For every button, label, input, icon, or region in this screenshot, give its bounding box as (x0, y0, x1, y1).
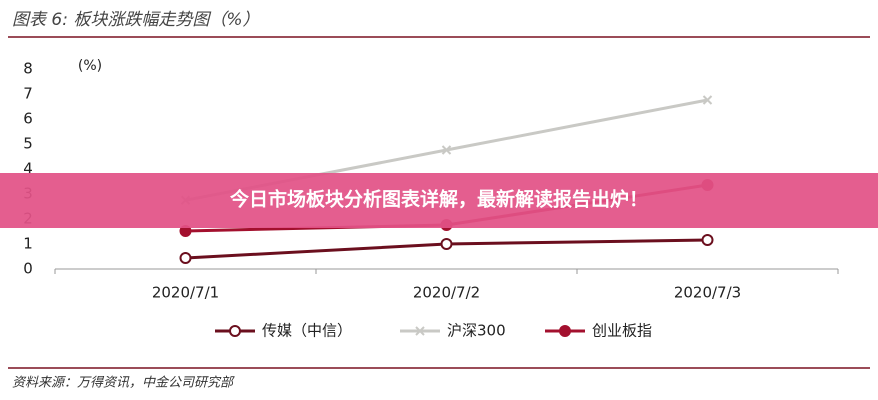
legend-marker (559, 325, 571, 337)
marker (441, 145, 452, 155)
x-tick-label: 2020/7/1 (152, 284, 219, 302)
x-tick-label: 2020/7/3 (674, 284, 741, 302)
y-tick-label: 4 (23, 160, 33, 178)
y-axis-label: (%) (78, 58, 102, 74)
y-tick-label: 6 (23, 110, 33, 128)
legend-label: 创业板指 (592, 322, 652, 340)
chart-title: 图表 6: 板块涨跌幅走势图（%） (12, 10, 260, 30)
banner-text: 今日市场板块分析图表详解，最新解读报告出炉！ (229, 188, 648, 211)
y-tick-label: 7 (23, 85, 33, 103)
y-tick-label: 5 (23, 135, 33, 153)
banner-bg (0, 173, 878, 228)
marker (701, 234, 714, 246)
marker (440, 238, 453, 250)
source: 资料来源：万得资讯，中金公司研究部 (12, 375, 235, 391)
y-tick-label: 0 (23, 260, 33, 278)
y-tick-label: 1 (23, 235, 33, 253)
legend-label: 沪深300 (447, 322, 506, 340)
legend-label: 传媒（中信） (262, 322, 352, 340)
legend-marker (415, 326, 425, 336)
legend-marker (229, 325, 241, 337)
x-tick-label: 2020/7/2 (413, 284, 480, 302)
marker (179, 252, 192, 264)
marker (702, 95, 713, 105)
y-tick-label: 8 (23, 60, 33, 78)
